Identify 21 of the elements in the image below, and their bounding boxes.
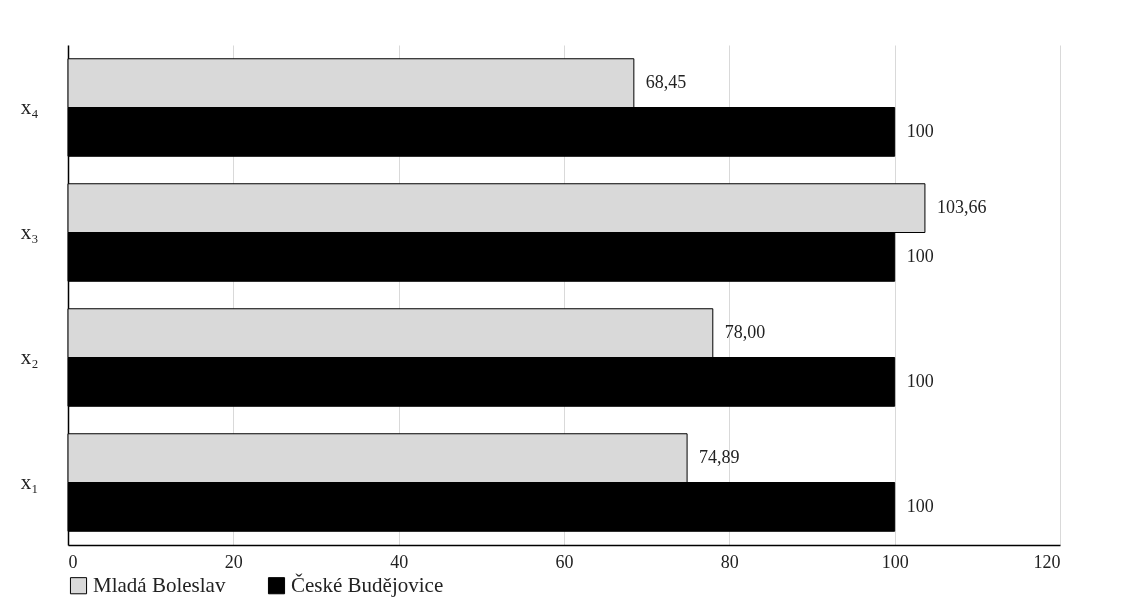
data-label: 100 <box>906 245 934 266</box>
data-label: 103,66 <box>936 197 987 218</box>
x-tick-label: 100 <box>881 551 909 572</box>
y-tick-label: x₃ <box>20 219 39 244</box>
data-label: 78,00 <box>724 322 766 343</box>
x-tick-label: 120 <box>1033 551 1061 572</box>
x-tick-label: 40 <box>390 551 409 572</box>
legend-label: Mladá Boleslav <box>93 572 226 597</box>
x-tick-label: 80 <box>720 551 739 572</box>
data-label: 74,89 <box>699 447 740 468</box>
data-label: 100 <box>906 120 934 141</box>
y-tick-label: x₄ <box>20 94 39 119</box>
legend-label: České Budějovice <box>291 572 444 597</box>
x-tick-label: 20 <box>224 551 243 572</box>
data-label: 100 <box>906 495 934 516</box>
y-tick-label: x₁ <box>20 469 39 494</box>
data-label: 68,45 <box>645 72 687 93</box>
x-tick-label: 0 <box>68 551 78 572</box>
data-label: 100 <box>906 370 934 391</box>
x-tick-label: 60 <box>555 551 574 572</box>
y-tick-label: x₂ <box>20 344 39 369</box>
